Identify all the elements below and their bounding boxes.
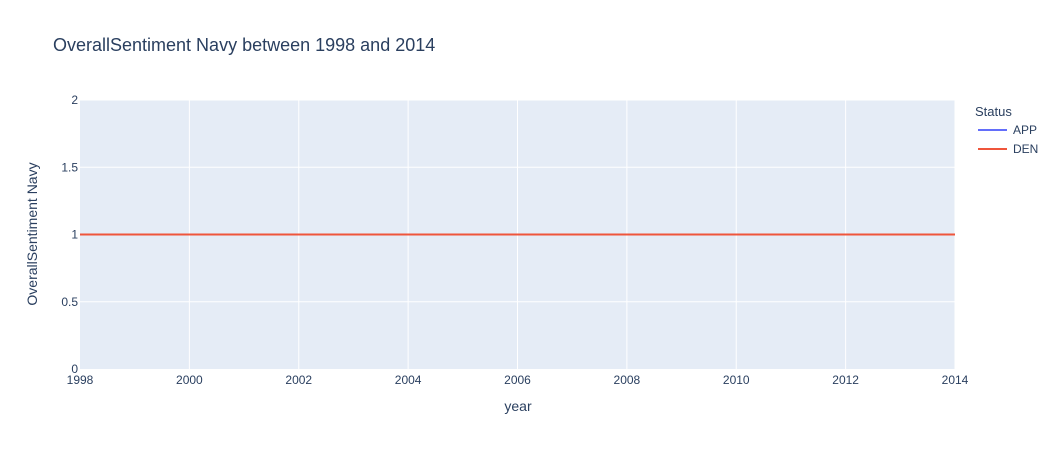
x-tick-label: 2010 (723, 373, 750, 387)
y-tick-label: 0.5 (61, 295, 78, 309)
x-tick-label: 2012 (832, 373, 859, 387)
x-tick-label: 2002 (285, 373, 312, 387)
x-tick-label: 2008 (614, 373, 641, 387)
y-tick-label: 2 (71, 93, 78, 107)
legend-label: DEN (1013, 142, 1038, 156)
y-tick-label: 1.5 (61, 160, 78, 174)
x-axis-label: year (504, 398, 532, 414)
chart-title: OverallSentiment Navy between 1998 and 2… (53, 35, 435, 55)
x-tick-label: 2014 (942, 373, 969, 387)
y-axis-ticks: 0 0.5 1 1.5 2 (61, 93, 78, 376)
x-axis-ticks: 1998 2000 2002 2004 2006 2008 2010 2012 2014 (67, 373, 969, 387)
x-tick-label: 1998 (67, 373, 94, 387)
legend-item-den[interactable]: DEN (978, 142, 1038, 156)
y-tick-label: 1 (71, 228, 78, 242)
x-tick-label: 2006 (504, 373, 531, 387)
y-axis-label: OverallSentiment Navy (24, 162, 40, 305)
x-tick-label: 2000 (176, 373, 203, 387)
x-tick-label: 2004 (395, 373, 422, 387)
legend-title: Status (975, 104, 1012, 119)
legend-label: APP (1013, 123, 1037, 137)
legend: Status APP DEN (975, 104, 1038, 156)
y-tick-label: 0 (71, 362, 78, 376)
legend-item-app[interactable]: APP (978, 123, 1037, 137)
